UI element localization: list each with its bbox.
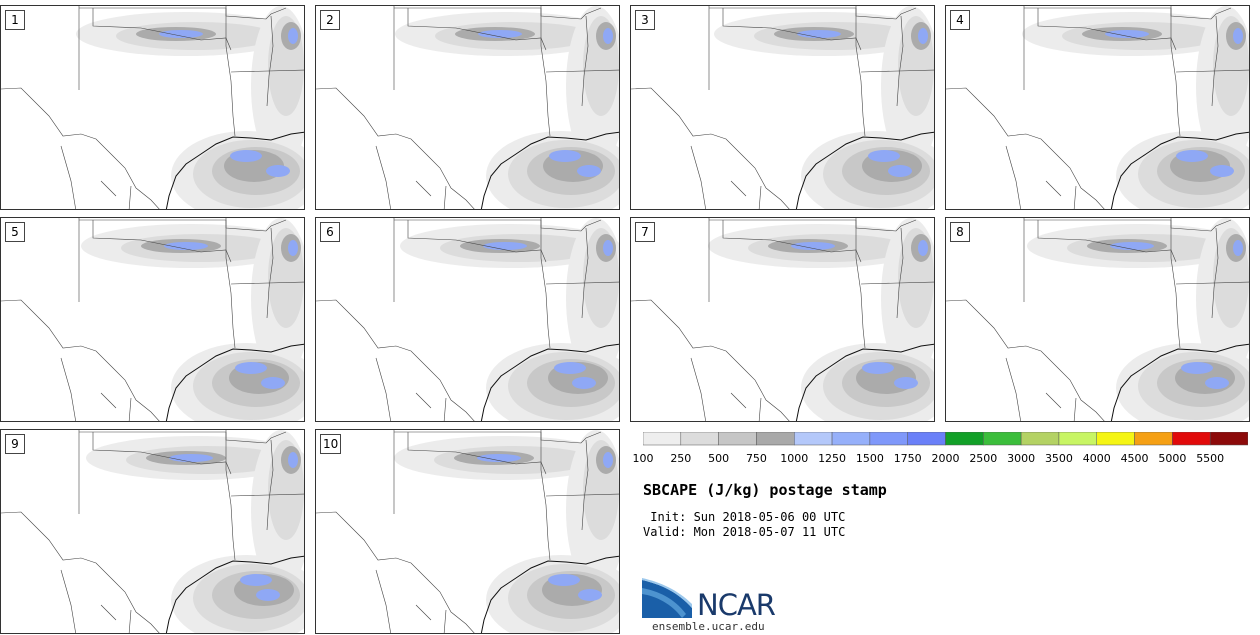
valid-time: Valid: Mon 2018-05-07 11 UTC [643, 525, 846, 539]
colorbar-tick: 250 [670, 452, 692, 465]
member-number: 7 [635, 222, 655, 242]
sbcape-map [316, 218, 619, 421]
colorbar-tick: 5500 [1196, 452, 1225, 465]
sbcape-map [316, 6, 619, 209]
sbcape-map [946, 6, 1249, 209]
colorbar-swatch [643, 432, 682, 446]
colorbar-tick: 500 [708, 452, 730, 465]
member-number: 6 [320, 222, 340, 242]
coastline [165, 131, 304, 209]
map-panel-8: 8 [945, 217, 1250, 422]
ensemble-url: ensemble.ucar.edu [652, 620, 765, 633]
colorbar-tick: 2500 [969, 452, 998, 465]
colorbar-tick: 4500 [1120, 452, 1149, 465]
map-panel-2: 2 [315, 5, 620, 210]
colorbar-swatch [1058, 432, 1098, 446]
colorbar-swatch [794, 432, 833, 446]
member-number: 9 [5, 434, 25, 454]
colorbar-tick: 100 [632, 452, 654, 465]
map-panel-10: 10 [315, 429, 620, 634]
colorbar [643, 432, 1248, 446]
map-panel-1: 1 [0, 5, 305, 210]
colorbar-tick: 1000 [780, 452, 809, 465]
colorbar-swatch [756, 432, 795, 446]
member-number: 1 [5, 10, 25, 30]
coastline [1110, 131, 1249, 209]
member-number: 10 [320, 434, 342, 454]
colorbar-swatch [1209, 432, 1248, 446]
map-panel-5: 5 [0, 217, 305, 422]
colorbar-swatch [1134, 432, 1173, 446]
member-number: 2 [320, 10, 340, 30]
member-number: 5 [5, 222, 25, 242]
colorbar-swatch [983, 432, 1022, 446]
sbcape-map [316, 430, 619, 633]
colorbar-tick: 750 [745, 452, 767, 465]
map-panel-3: 3 [630, 5, 935, 210]
colorbar-tick: 4000 [1082, 452, 1111, 465]
member-number: 3 [635, 10, 655, 30]
coastline [795, 131, 934, 209]
colorbar-swatch [680, 432, 719, 446]
coastline [795, 343, 934, 421]
colorbar-swatch [1020, 432, 1060, 446]
sbcape-map [631, 6, 934, 209]
sbcape-map [631, 218, 934, 421]
coastline [165, 555, 304, 633]
map-panel-7: 7 [630, 217, 935, 422]
colorbar-tick: 3500 [1044, 452, 1073, 465]
chart-title: SBCAPE (J/kg) postage stamp [643, 481, 887, 499]
init-time: Init: Sun 2018-05-06 00 UTC [643, 510, 846, 524]
coastline [480, 343, 619, 421]
coastline [480, 131, 619, 209]
colorbar-swatch [907, 432, 946, 446]
ncar-logo-text: NCAR [697, 588, 776, 622]
colorbar-swatch [1096, 432, 1135, 446]
sbcape-map [1, 430, 304, 633]
colorbar-swatch [718, 432, 757, 446]
ncar-logo-icon [642, 578, 692, 618]
colorbar-tick: 5000 [1158, 452, 1187, 465]
colorbar-tick: 1250 [818, 452, 847, 465]
member-number: 8 [950, 222, 970, 242]
coastline [1110, 343, 1249, 421]
colorbar-swatch [869, 432, 908, 446]
map-panel-6: 6 [315, 217, 620, 422]
sbcape-map [946, 218, 1249, 421]
colorbar-tick: 2000 [931, 452, 960, 465]
sbcape-map [1, 218, 304, 421]
colorbar-swatch [1172, 432, 1211, 446]
colorbar-tick: 3000 [1007, 452, 1036, 465]
colorbar-tick: 1750 [893, 452, 922, 465]
colorbar-tick: 1500 [855, 452, 884, 465]
member-number: 4 [950, 10, 970, 30]
sbcape-map [1, 6, 304, 209]
colorbar-swatch [831, 432, 871, 446]
map-panel-4: 4 [945, 5, 1250, 210]
map-panel-9: 9 [0, 429, 305, 634]
coastline [165, 343, 304, 421]
coastline [480, 555, 619, 633]
colorbar-swatch [945, 432, 984, 446]
